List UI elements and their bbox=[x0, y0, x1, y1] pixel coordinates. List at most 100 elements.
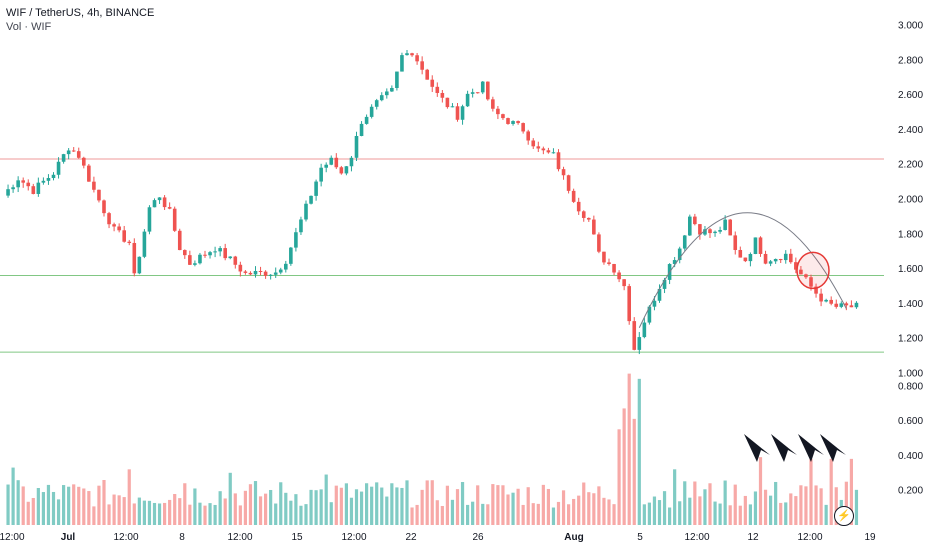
volume-bar[interactable] bbox=[420, 489, 424, 525]
volume-bar[interactable] bbox=[142, 500, 146, 525]
candle-body[interactable] bbox=[799, 269, 803, 275]
volume-bar[interactable] bbox=[567, 504, 571, 525]
volume-bar[interactable] bbox=[102, 480, 106, 525]
volume-bar[interactable] bbox=[531, 503, 535, 525]
volume-bar[interactable] bbox=[304, 504, 308, 525]
volume-bar[interactable] bbox=[819, 488, 823, 525]
candle-body[interactable] bbox=[516, 121, 520, 124]
candle-body[interactable] bbox=[102, 200, 106, 214]
candle-body[interactable] bbox=[677, 248, 682, 261]
volume-bar[interactable] bbox=[329, 502, 333, 525]
candle-body[interactable] bbox=[405, 53, 409, 56]
volume-bar[interactable] bbox=[476, 485, 480, 525]
candle-body[interactable] bbox=[546, 150, 551, 153]
candle-body[interactable] bbox=[475, 92, 480, 94]
volume-bar[interactable] bbox=[16, 480, 20, 525]
candle-body[interactable] bbox=[647, 306, 652, 323]
candle-body[interactable] bbox=[258, 270, 263, 272]
volume-bar[interactable] bbox=[117, 495, 121, 525]
candle-body[interactable] bbox=[243, 271, 248, 273]
volume-bar[interactable] bbox=[652, 496, 657, 525]
candle-body[interactable] bbox=[531, 140, 536, 147]
candle-body[interactable] bbox=[718, 229, 722, 232]
candle-body[interactable] bbox=[551, 152, 556, 154]
candle-body[interactable] bbox=[112, 224, 116, 227]
candle-body[interactable] bbox=[410, 53, 414, 56]
volume-bar[interactable] bbox=[718, 503, 722, 525]
volume-bar[interactable] bbox=[410, 507, 414, 525]
volume-bar[interactable] bbox=[678, 501, 682, 525]
candle-body[interactable] bbox=[536, 146, 541, 149]
candle-body[interactable] bbox=[31, 186, 36, 194]
candle-body[interactable] bbox=[693, 216, 697, 225]
candle-body[interactable] bbox=[632, 321, 637, 350]
candle-body[interactable] bbox=[157, 197, 162, 201]
candle-body[interactable] bbox=[627, 286, 631, 322]
candle-body[interactable] bbox=[592, 219, 596, 235]
candle-body[interactable] bbox=[203, 254, 207, 256]
volume-bar[interactable] bbox=[137, 497, 141, 525]
candle-body[interactable] bbox=[309, 195, 313, 204]
volume-bar[interactable] bbox=[849, 458, 853, 525]
volume-bar[interactable] bbox=[657, 500, 662, 525]
volume-bar[interactable] bbox=[269, 489, 273, 525]
volume-bar[interactable] bbox=[112, 494, 116, 525]
volume-bar[interactable] bbox=[637, 378, 641, 525]
candle-body[interactable] bbox=[82, 157, 86, 166]
candle-body[interactable] bbox=[21, 180, 25, 183]
volume-bar[interactable] bbox=[72, 484, 76, 525]
volume-bar[interactable] bbox=[582, 482, 586, 525]
volume-bar[interactable] bbox=[804, 486, 808, 525]
candle-body[interactable] bbox=[223, 248, 227, 259]
volume-bar[interactable] bbox=[299, 505, 303, 525]
volume-bar[interactable] bbox=[405, 480, 409, 525]
volume-bar[interactable] bbox=[809, 458, 813, 525]
candle-body[interactable] bbox=[127, 241, 132, 243]
volume-bar[interactable] bbox=[349, 497, 354, 525]
volume-bar[interactable] bbox=[693, 481, 697, 526]
candle-body[interactable] bbox=[703, 229, 707, 235]
candle-body[interactable] bbox=[652, 300, 657, 307]
volume-bar[interactable] bbox=[738, 505, 742, 525]
candle-body[interactable] bbox=[486, 81, 490, 100]
volume-bar[interactable] bbox=[769, 495, 773, 525]
candle-body[interactable] bbox=[753, 237, 758, 255]
volume-bar[interactable] bbox=[238, 505, 242, 525]
volume-bar[interactable] bbox=[147, 500, 152, 525]
candle-body[interactable] bbox=[496, 108, 500, 115]
candle-body[interactable] bbox=[541, 148, 546, 151]
volume-bar[interactable] bbox=[854, 489, 859, 525]
candle-body[interactable] bbox=[642, 322, 647, 338]
volume-bar[interactable] bbox=[218, 491, 222, 525]
candle-body[interactable] bbox=[395, 71, 399, 88]
candle-body[interactable] bbox=[783, 253, 788, 261]
volume-bar[interactable] bbox=[607, 499, 611, 525]
candle-body[interactable] bbox=[672, 260, 677, 265]
volume-bar[interactable] bbox=[415, 504, 419, 525]
candle-body[interactable] bbox=[809, 277, 813, 287]
volume-bar[interactable] bbox=[213, 504, 217, 525]
volume-bar[interactable] bbox=[370, 486, 374, 525]
candle-body[interactable] bbox=[839, 303, 844, 307]
candle-body[interactable] bbox=[460, 106, 465, 120]
candle-body[interactable] bbox=[425, 69, 429, 80]
volume-bar[interactable] bbox=[344, 483, 348, 525]
candle-body[interactable] bbox=[122, 230, 126, 242]
candle-body[interactable] bbox=[854, 302, 859, 308]
volume-bar[interactable] bbox=[673, 469, 677, 525]
candle-body[interactable] bbox=[142, 231, 147, 257]
volume-bar[interactable] bbox=[188, 504, 192, 525]
candle-body[interactable] bbox=[177, 230, 182, 251]
candle-body[interactable] bbox=[501, 114, 505, 119]
volume-bar[interactable] bbox=[127, 469, 131, 525]
volume-bar[interactable] bbox=[521, 504, 525, 525]
candle-body[interactable] bbox=[213, 251, 217, 253]
candle-body[interactable] bbox=[137, 256, 142, 274]
volume-bar[interactable] bbox=[87, 491, 91, 525]
volume-bar[interactable] bbox=[445, 485, 449, 525]
candle-body[interactable] bbox=[849, 305, 854, 308]
volume-bar[interactable] bbox=[178, 498, 182, 525]
volume-bar[interactable] bbox=[536, 503, 540, 525]
volume-bar[interactable] bbox=[713, 501, 717, 525]
volume-bar[interactable] bbox=[708, 483, 712, 525]
